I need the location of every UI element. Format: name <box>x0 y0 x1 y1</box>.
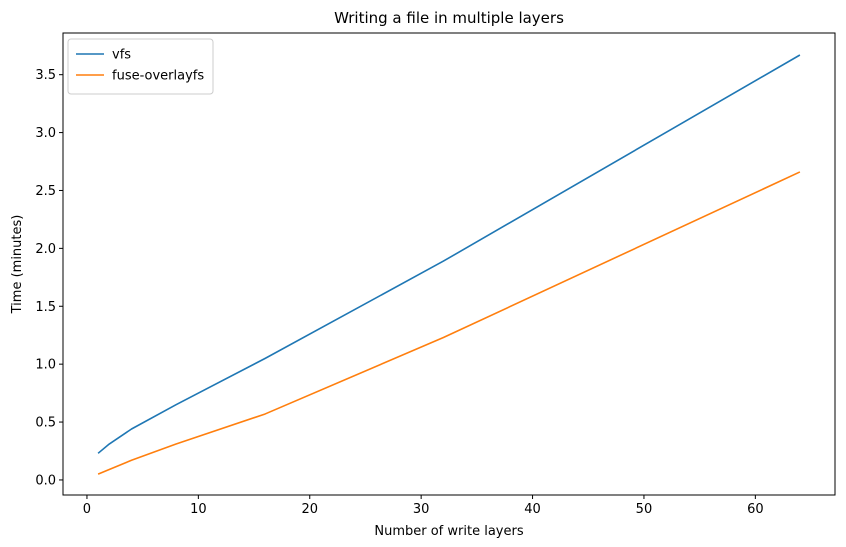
x-tick-label: 60 <box>747 502 764 517</box>
y-axis-ticks: 0.0 0.5 1.0 1.5 2.0 2.5 3.0 3.5 <box>35 68 63 488</box>
legend-label: fuse-overlayfs <box>112 69 204 84</box>
series-line-fuse-overlayfs <box>97 171 801 475</box>
chart-title: Writing a file in multiple layers <box>334 9 564 27</box>
x-tick-label: 40 <box>524 502 541 517</box>
legend: vfs fuse-overlayfs <box>67 38 214 95</box>
x-axis-ticks: 0 10 20 30 40 50 60 <box>83 495 764 517</box>
y-tick-label: 1.5 <box>35 300 56 315</box>
x-tick-label: 30 <box>413 502 430 517</box>
x-tick-label: 10 <box>190 502 207 517</box>
y-tick-label: 0.5 <box>35 416 56 431</box>
y-tick-label: 0.0 <box>35 473 56 488</box>
y-axis-label: Time (minutes) <box>10 215 25 315</box>
y-tick-label: 2.0 <box>35 242 56 257</box>
y-tick-label: 2.5 <box>35 184 56 199</box>
x-tick-label: 20 <box>301 502 318 517</box>
plot-area-frame <box>62 32 836 496</box>
y-tick-label: 3.0 <box>35 126 56 141</box>
series-line-vfs <box>97 54 801 454</box>
x-tick-label: 0 <box>83 502 91 517</box>
y-tick-label: 1.0 <box>35 358 56 373</box>
x-tick-label: 50 <box>636 502 653 517</box>
legend-box <box>67 38 214 95</box>
series-lines <box>97 54 801 475</box>
y-tick-label: 3.5 <box>35 68 56 83</box>
legend-label: vfs <box>112 48 131 63</box>
x-axis-label: Number of write layers <box>374 524 523 539</box>
